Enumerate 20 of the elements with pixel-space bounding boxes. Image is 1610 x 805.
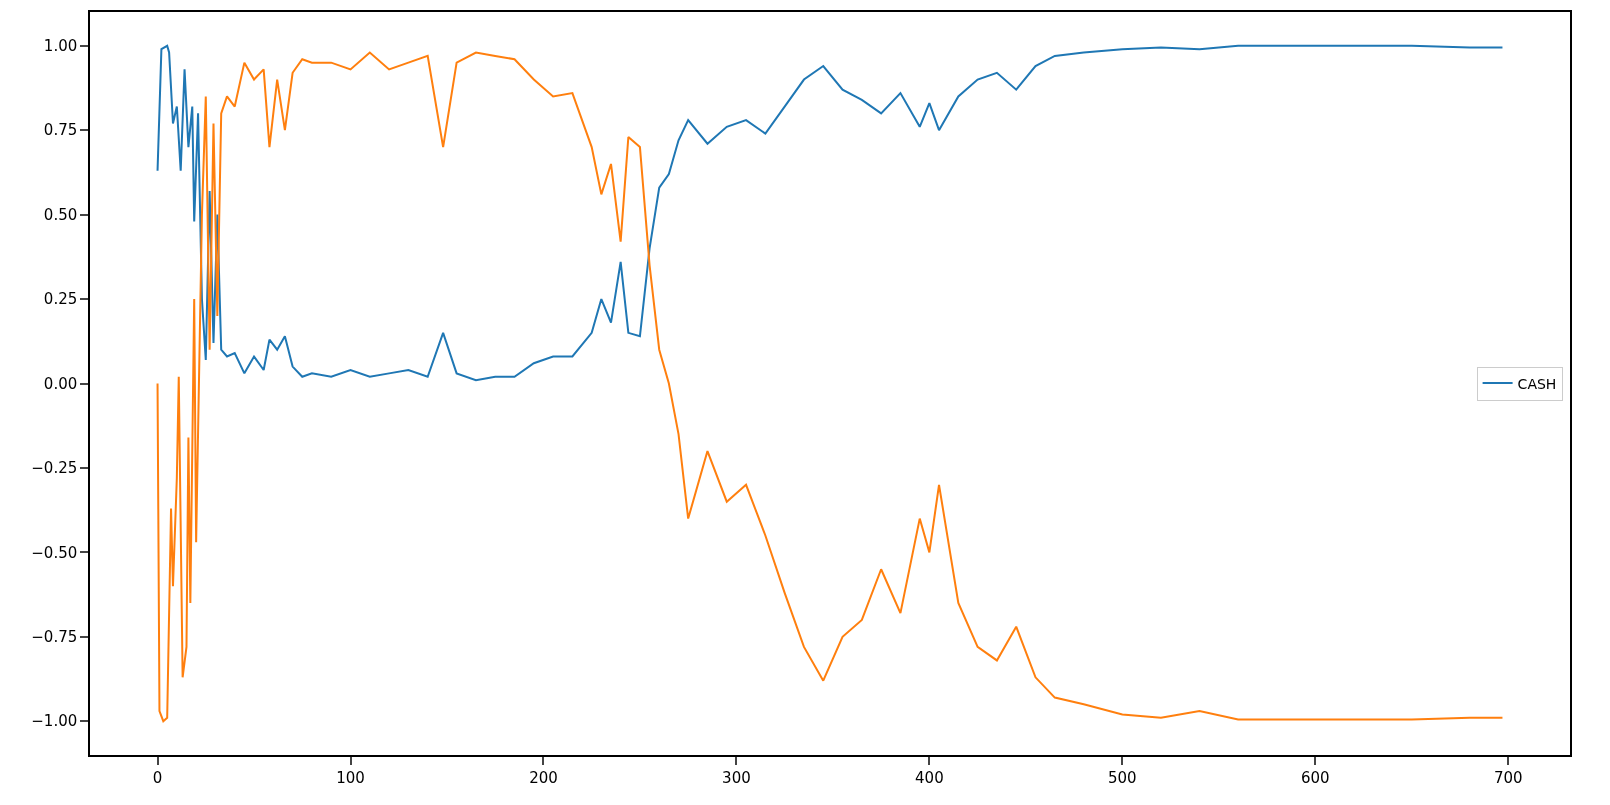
- y-tick-label: −0.50: [31, 543, 78, 562]
- x-tick-label: 100: [336, 768, 365, 787]
- y-tick-label: 0.00: [43, 374, 78, 393]
- y-tick-label: −0.25: [31, 459, 78, 478]
- legend-label: CASH: [1517, 375, 1557, 392]
- line-series: [156, 44, 1504, 382]
- y-tick-label: −1.00: [31, 712, 78, 731]
- x-tick-label: 400: [915, 768, 944, 787]
- y-tick-label: 0.75: [43, 121, 78, 140]
- x-tick-label: 600: [1300, 768, 1330, 787]
- y-tick-label: 0.25: [43, 290, 78, 309]
- x-tick-label: 500: [1108, 768, 1137, 787]
- x-tick-label: 200: [529, 768, 558, 787]
- x-tick-label: 700: [1493, 768, 1523, 787]
- y-tick-label: 1.00: [43, 37, 78, 56]
- x-tick-label: 0: [152, 768, 163, 787]
- x-tick-label: 300: [722, 768, 751, 787]
- y-tick-label: −0.75: [31, 628, 78, 647]
- line-series: [156, 51, 1504, 723]
- y-tick-label: 0.50: [43, 205, 78, 224]
